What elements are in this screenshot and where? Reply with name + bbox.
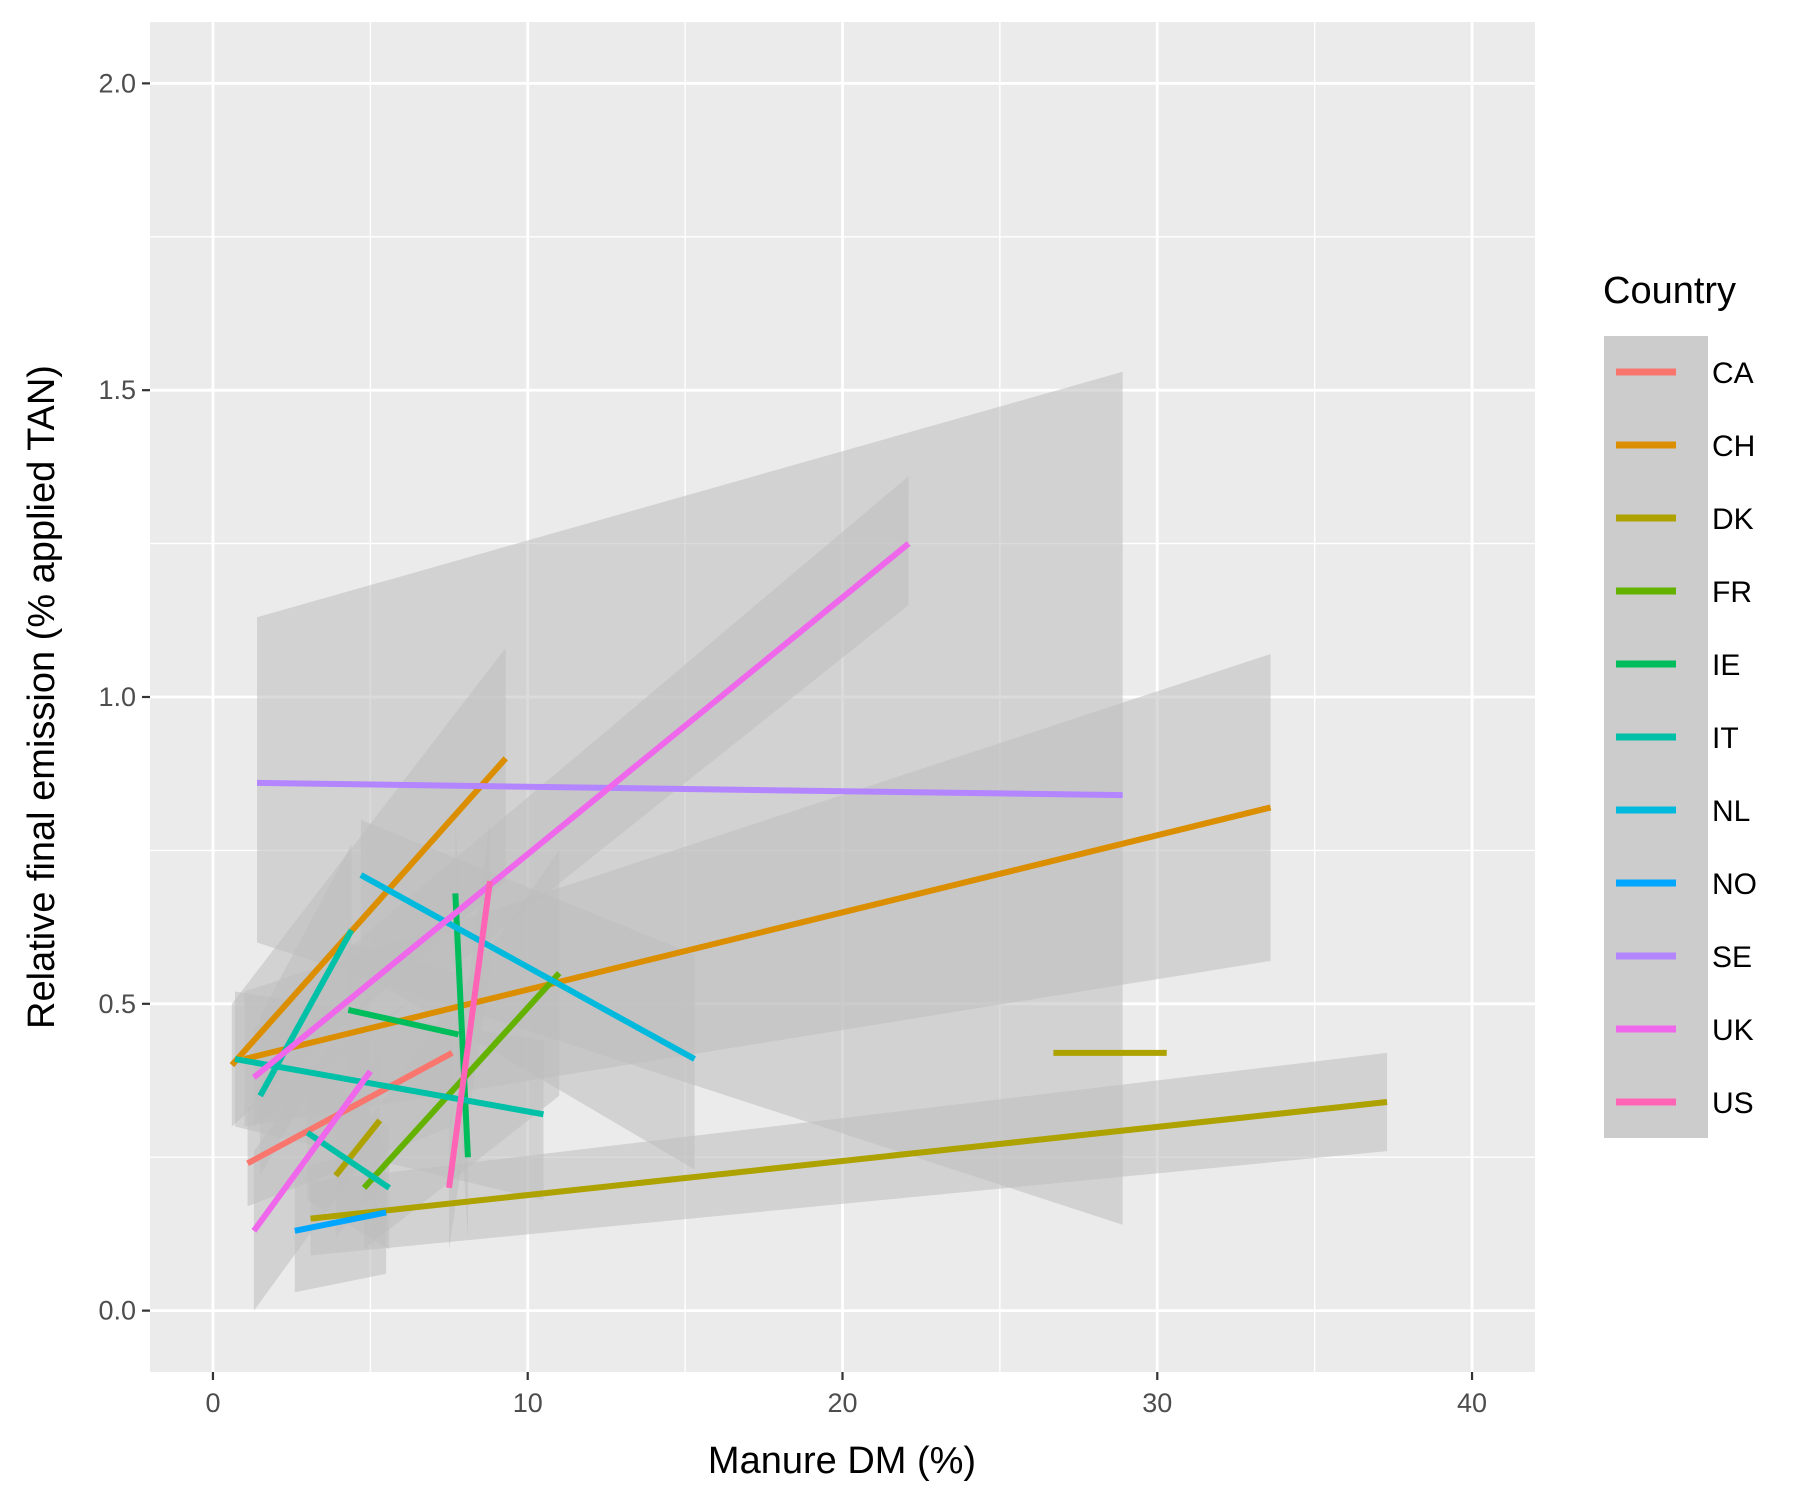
legend-label-it: IT bbox=[1712, 722, 1739, 755]
regression-line-ca bbox=[246, 1050, 454, 1167]
legend-label-us: US bbox=[1712, 1087, 1754, 1120]
legend-label-ch: CH bbox=[1712, 430, 1755, 463]
regression-line-se bbox=[256, 779, 1123, 799]
legend-label-nl: NL bbox=[1712, 795, 1750, 828]
y-tick-label: 0.0 bbox=[98, 1296, 136, 1326]
x-tick-label: 20 bbox=[827, 1388, 857, 1418]
confidence-band-uk bbox=[253, 476, 909, 1127]
regression-line-no bbox=[294, 1209, 387, 1234]
regression-line-it bbox=[257, 928, 355, 1098]
y-tick-label: 1.5 bbox=[98, 375, 136, 405]
legend-label-dk: DK bbox=[1712, 503, 1754, 536]
legend-items: CA CH DK FR IE IT NL NO SE UK US bbox=[1616, 357, 1757, 1120]
regression-line-ch bbox=[243, 804, 1272, 1062]
regression-line-it bbox=[234, 1056, 544, 1118]
legend-label-no: NO bbox=[1712, 868, 1757, 901]
y-tick-label: 1.0 bbox=[98, 682, 136, 712]
y-tick-label: 0.5 bbox=[98, 989, 136, 1019]
x-tick-label: 0 bbox=[205, 1388, 220, 1418]
legend-label-ca: CA bbox=[1712, 357, 1754, 390]
x-axis-title: Manure DM (%) bbox=[708, 1440, 976, 1482]
x-tick-label: 10 bbox=[513, 1388, 543, 1418]
legend-label-ie: IE bbox=[1712, 649, 1740, 682]
y-axis-title: Relative final emission (% applied TAN) bbox=[21, 365, 63, 1029]
regression-line-ie bbox=[347, 1007, 460, 1038]
axes: 0 10 20 30 40 0.0 0.5 1.0 1.5 2.0 bbox=[98, 68, 1487, 1418]
x-tick-label: 40 bbox=[1457, 1388, 1487, 1418]
regression-line-dk bbox=[333, 1118, 383, 1178]
legend-label-uk: UK bbox=[1712, 1014, 1754, 1047]
regression-lines bbox=[229, 541, 1388, 1234]
regression-line-ie bbox=[452, 893, 471, 1158]
regression-line-nl bbox=[359, 872, 697, 1062]
regression-line-ch bbox=[229, 756, 508, 1068]
regression-line-dk bbox=[310, 1099, 1388, 1222]
y-tick-label: 2.0 bbox=[98, 68, 136, 98]
legend-label-se: SE bbox=[1712, 941, 1752, 974]
legend-title: Country bbox=[1603, 270, 1736, 312]
regression-line-uk bbox=[251, 541, 911, 1080]
regression-line-uk bbox=[251, 1069, 373, 1233]
regression-line-us bbox=[446, 880, 493, 1189]
x-tick-label: 30 bbox=[1142, 1388, 1172, 1418]
legend: Country CA CH DK FR IE IT NL NO SE UK US bbox=[1603, 270, 1757, 1138]
legend-label-fr: FR bbox=[1712, 576, 1752, 609]
